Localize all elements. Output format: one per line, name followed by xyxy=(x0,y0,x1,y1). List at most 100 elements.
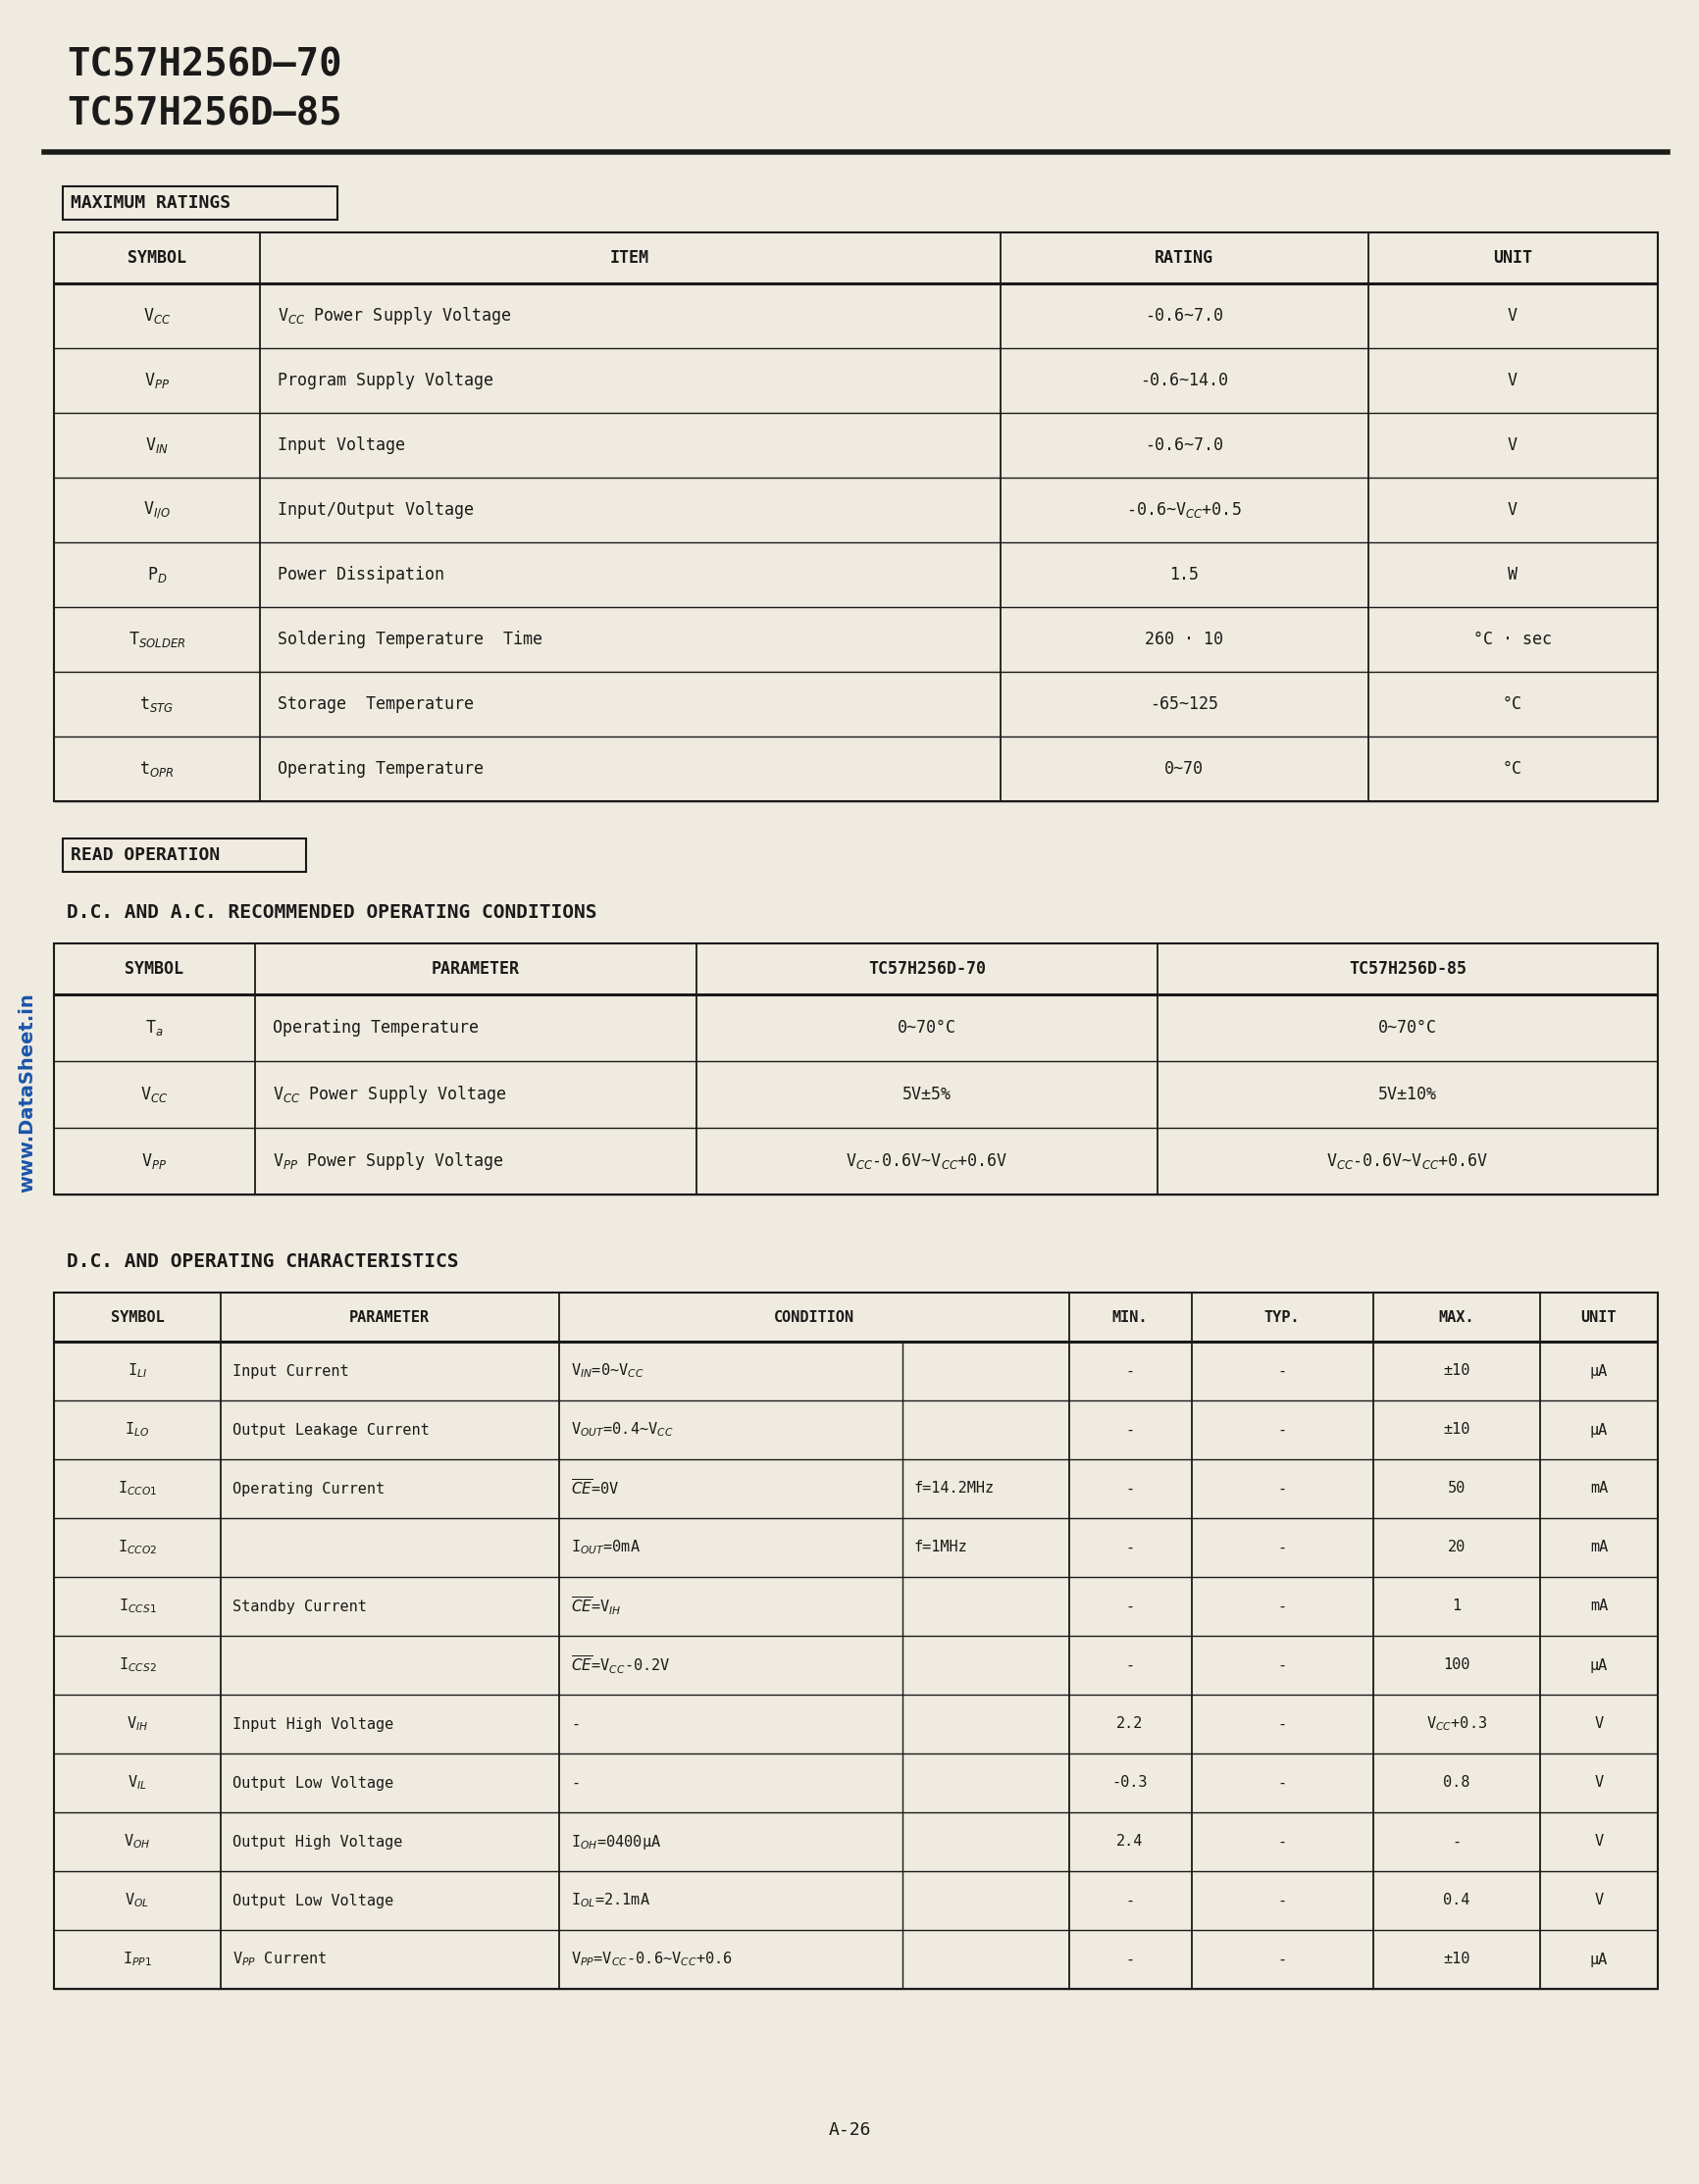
Text: -: - xyxy=(1125,1599,1133,1614)
Text: $\overline{CE}$=V$_{CC}$-0.2V: $\overline{CE}$=V$_{CC}$-0.2V xyxy=(571,1653,669,1677)
Text: D.C. AND OPERATING CHARACTERISTICS: D.C. AND OPERATING CHARACTERISTICS xyxy=(66,1251,459,1271)
Text: V$_{CC}$ Power Supply Voltage: V$_{CC}$ Power Supply Voltage xyxy=(277,306,511,328)
Text: μA: μA xyxy=(1589,1363,1607,1378)
Text: V$_{IH}$: V$_{IH}$ xyxy=(126,1714,148,1734)
Text: Operating Current: Operating Current xyxy=(233,1481,384,1496)
Text: V$_{PP}$=V$_{CC}$-0.6~V$_{CC}$+0.6: V$_{PP}$=V$_{CC}$-0.6~V$_{CC}$+0.6 xyxy=(571,1950,732,1968)
Bar xyxy=(63,839,306,871)
Text: V$_{I/O}$: V$_{I/O}$ xyxy=(143,500,170,520)
Text: °C: °C xyxy=(1502,760,1522,778)
Text: 2.4: 2.4 xyxy=(1116,1835,1143,1850)
Text: Output Low Voltage: Output Low Voltage xyxy=(233,1894,394,1909)
Text: -: - xyxy=(1278,1540,1286,1555)
Text: www.DataSheet.in: www.DataSheet.in xyxy=(19,992,37,1192)
Text: Storage  Temperature: Storage Temperature xyxy=(277,695,474,712)
Text: TYP.: TYP. xyxy=(1264,1310,1300,1324)
Text: V$_{CC}$: V$_{CC}$ xyxy=(143,306,172,325)
Text: Input Current: Input Current xyxy=(233,1363,348,1378)
Text: -: - xyxy=(1125,1540,1133,1555)
Text: -: - xyxy=(1451,1835,1461,1850)
Text: SYMBOL: SYMBOL xyxy=(110,1310,165,1324)
Text: Output High Voltage: Output High Voltage xyxy=(233,1835,403,1850)
Text: f=14.2MHz: f=14.2MHz xyxy=(914,1481,994,1496)
Text: μA: μA xyxy=(1589,1658,1607,1673)
Text: V: V xyxy=(1507,371,1517,389)
Text: V$_{PP}$: V$_{PP}$ xyxy=(144,371,170,391)
Text: V$_{CC}$: V$_{CC}$ xyxy=(139,1085,168,1105)
Text: -: - xyxy=(1278,1952,1286,1968)
Text: -: - xyxy=(1125,1894,1133,1909)
Text: 0.8: 0.8 xyxy=(1442,1776,1470,1791)
Text: -: - xyxy=(1278,1481,1286,1496)
Text: ±10: ±10 xyxy=(1442,1363,1470,1378)
Text: 0.4: 0.4 xyxy=(1442,1894,1470,1909)
Text: -: - xyxy=(571,1776,579,1791)
Text: PARAMETER: PARAMETER xyxy=(432,961,520,978)
Text: Operating Temperature: Operating Temperature xyxy=(277,760,483,778)
Text: 5V±5%: 5V±5% xyxy=(902,1085,951,1103)
Text: Input High Voltage: Input High Voltage xyxy=(233,1717,394,1732)
Text: SYMBOL: SYMBOL xyxy=(124,961,183,978)
Text: 0~70: 0~70 xyxy=(1164,760,1203,778)
Text: P$_D$: P$_D$ xyxy=(146,566,167,585)
Text: V: V xyxy=(1594,1776,1602,1791)
Text: 1.5: 1.5 xyxy=(1169,566,1198,583)
Text: -: - xyxy=(1278,1422,1286,1437)
Text: V$_{OL}$: V$_{OL}$ xyxy=(126,1891,150,1909)
Text: mA: mA xyxy=(1589,1481,1607,1496)
Bar xyxy=(54,232,1657,802)
Text: D.C. AND A.C. RECOMMENDED OPERATING CONDITIONS: D.C. AND A.C. RECOMMENDED OPERATING COND… xyxy=(66,902,596,922)
Text: μA: μA xyxy=(1589,1952,1607,1968)
Text: PARAMETER: PARAMETER xyxy=(348,1310,430,1324)
Text: -: - xyxy=(1125,1422,1133,1437)
Text: Soldering Temperature  Time: Soldering Temperature Time xyxy=(277,631,542,649)
Text: RATING: RATING xyxy=(1154,249,1213,266)
Text: $\overline{CE}$=0V: $\overline{CE}$=0V xyxy=(571,1479,618,1498)
Text: UNIT: UNIT xyxy=(1492,249,1531,266)
Text: °C: °C xyxy=(1502,695,1522,712)
Text: Standby Current: Standby Current xyxy=(233,1599,367,1614)
Text: MIN.: MIN. xyxy=(1111,1310,1147,1324)
Text: -0.6~7.0: -0.6~7.0 xyxy=(1143,308,1223,325)
Bar xyxy=(54,943,1657,1195)
Text: I$_{CCS1}$: I$_{CCS1}$ xyxy=(119,1597,156,1616)
Text: 100: 100 xyxy=(1442,1658,1470,1673)
Text: -65~125: -65~125 xyxy=(1149,695,1218,712)
Text: CONDITION: CONDITION xyxy=(773,1310,855,1324)
Text: V: V xyxy=(1507,500,1517,520)
Text: V$_{CC}$ Power Supply Voltage: V$_{CC}$ Power Supply Voltage xyxy=(272,1083,506,1105)
Text: V$_{PP}$ Power Supply Voltage: V$_{PP}$ Power Supply Voltage xyxy=(272,1151,505,1173)
Text: -: - xyxy=(1125,1363,1133,1378)
Text: Power Dissipation: Power Dissipation xyxy=(277,566,443,583)
Text: I$_{OUT}$=0mA: I$_{OUT}$=0mA xyxy=(571,1538,641,1557)
Text: V$_{PP}$ Current: V$_{PP}$ Current xyxy=(233,1950,328,1968)
Text: V: V xyxy=(1594,1717,1602,1732)
Text: ±10: ±10 xyxy=(1442,1952,1470,1968)
Text: V$_{CC}$+0.3: V$_{CC}$+0.3 xyxy=(1425,1714,1487,1734)
Text: -0.6~V$_{CC}$+0.5: -0.6~V$_{CC}$+0.5 xyxy=(1126,500,1240,520)
Text: 5V±10%: 5V±10% xyxy=(1378,1085,1436,1103)
Text: -0.6~7.0: -0.6~7.0 xyxy=(1143,437,1223,454)
Text: I$_{CCO2}$: I$_{CCO2}$ xyxy=(117,1538,156,1557)
Text: 20: 20 xyxy=(1448,1540,1465,1555)
Text: READ OPERATION: READ OPERATION xyxy=(71,847,219,865)
Text: V$_{CC}$-0.6V~V$_{CC}$+0.6V: V$_{CC}$-0.6V~V$_{CC}$+0.6V xyxy=(1325,1151,1488,1171)
Text: TC57H256D–70: TC57H256D–70 xyxy=(66,48,341,85)
Text: -0.3: -0.3 xyxy=(1111,1776,1147,1791)
Text: -: - xyxy=(1125,1952,1133,1968)
Text: MAXIMUM RATINGS: MAXIMUM RATINGS xyxy=(71,194,231,212)
Text: A-26: A-26 xyxy=(827,2121,870,2138)
Text: I$_{LO}$: I$_{LO}$ xyxy=(126,1420,150,1439)
Text: t$_{STG}$: t$_{STG}$ xyxy=(139,695,173,714)
Text: mA: mA xyxy=(1589,1540,1607,1555)
Text: -: - xyxy=(571,1717,579,1732)
Text: I$_{PP1}$: I$_{PP1}$ xyxy=(122,1950,151,1968)
Text: V: V xyxy=(1594,1894,1602,1909)
Text: I$_{OL}$=2.1mA: I$_{OL}$=2.1mA xyxy=(571,1891,651,1909)
Text: -: - xyxy=(1278,1835,1286,1850)
Text: I$_{CCS2}$: I$_{CCS2}$ xyxy=(119,1655,156,1675)
Text: V: V xyxy=(1507,308,1517,325)
Text: f=1MHz: f=1MHz xyxy=(914,1540,967,1555)
Text: Input Voltage: Input Voltage xyxy=(277,437,404,454)
Text: I$_{OH}$=0400μA: I$_{OH}$=0400μA xyxy=(571,1832,661,1852)
